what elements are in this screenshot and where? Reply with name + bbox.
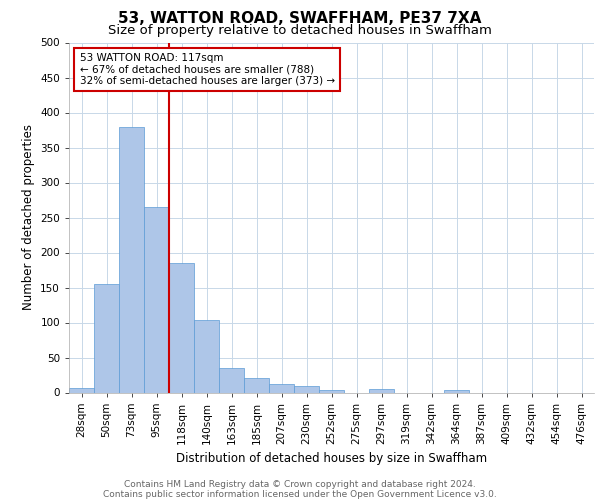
Bar [94,284,119,393]
Y-axis label: Number of detached properties: Number of detached properties [22,124,35,310]
Bar [144,207,169,392]
Text: 53 WATTON ROAD: 117sqm
← 67% of detached houses are smaller (788)
32% of semi-de: 53 WATTON ROAD: 117sqm ← 67% of detached… [79,53,335,86]
Text: Size of property relative to detached houses in Swaffham: Size of property relative to detached ho… [108,24,492,37]
Bar [119,126,144,392]
Bar [169,263,194,392]
Bar [194,320,219,392]
Bar [294,386,319,392]
Bar [319,390,344,392]
X-axis label: Distribution of detached houses by size in Swaffham: Distribution of detached houses by size … [176,452,487,465]
Bar [269,384,294,392]
Text: Contains HM Land Registry data © Crown copyright and database right 2024.
Contai: Contains HM Land Registry data © Crown c… [103,480,497,499]
Bar [219,368,244,392]
Bar [369,389,394,392]
Bar [444,390,469,392]
Bar [244,378,269,392]
Bar [69,388,94,392]
Text: 53, WATTON ROAD, SWAFFHAM, PE37 7XA: 53, WATTON ROAD, SWAFFHAM, PE37 7XA [118,11,482,26]
